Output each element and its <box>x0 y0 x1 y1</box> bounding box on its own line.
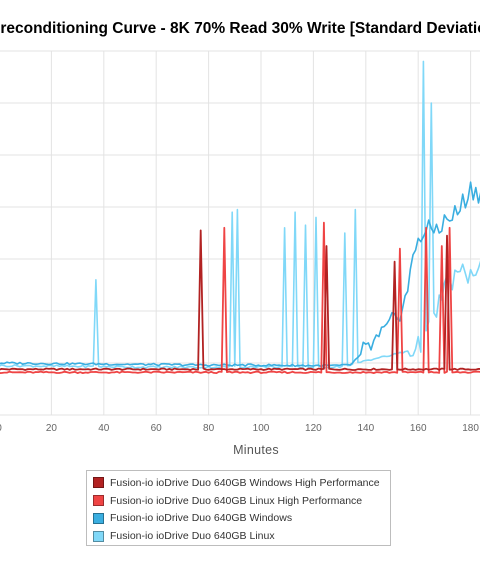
legend-label: Fusion-io ioDrive Duo 640GB Windows High… <box>110 476 380 489</box>
x-tick-label: 20 <box>46 423 58 434</box>
x-tick-label: 0 <box>0 423 2 434</box>
series-line-3 <box>0 181 480 368</box>
legend-swatch <box>93 512 104 524</box>
series-line-1 <box>0 229 480 371</box>
series-line-2 <box>0 221 480 374</box>
legend-swatch <box>93 477 104 489</box>
legend-item[interactable]: Fusion-io ioDrive Duo 640GB Windows <box>87 510 390 528</box>
x-tick-label: 180 <box>462 423 479 434</box>
series-line-4 <box>0 60 480 369</box>
x-tick-label: 40 <box>98 423 110 434</box>
legend-label: Fusion-io ioDrive Duo 640GB Windows <box>110 512 293 525</box>
legend-item[interactable]: Fusion-io ioDrive Duo 640GB Linux <box>87 527 390 545</box>
x-tick-label: 160 <box>410 423 427 434</box>
x-axis-title: Minutes <box>233 443 279 457</box>
chart-title: Preconditioning Curve - 8K 70% Read 30% … <box>0 20 480 37</box>
x-tick-label: 120 <box>305 423 322 434</box>
legend-swatch <box>93 530 104 542</box>
x-tick-label: 80 <box>203 423 215 434</box>
legend: Fusion-io ioDrive Duo 640GB Windows High… <box>86 470 391 546</box>
legend-item[interactable]: Fusion-io ioDrive Duo 640GB Windows High… <box>87 474 390 492</box>
series-layer <box>0 60 480 374</box>
x-tick-labels: 0 20 40 60 80 100 120 140 160 180 <box>0 423 479 434</box>
legend-label: Fusion-io ioDrive Duo 640GB Linux <box>110 530 275 543</box>
legend-swatch <box>93 495 104 507</box>
x-tick-label: 140 <box>357 423 374 434</box>
x-tick-label: 60 <box>151 423 163 434</box>
legend-label: Fusion-io ioDrive Duo 640GB Linux High P… <box>110 494 363 507</box>
legend-item[interactable]: Fusion-io ioDrive Duo 640GB Linux High P… <box>87 492 390 510</box>
x-tick-label: 100 <box>253 423 270 434</box>
